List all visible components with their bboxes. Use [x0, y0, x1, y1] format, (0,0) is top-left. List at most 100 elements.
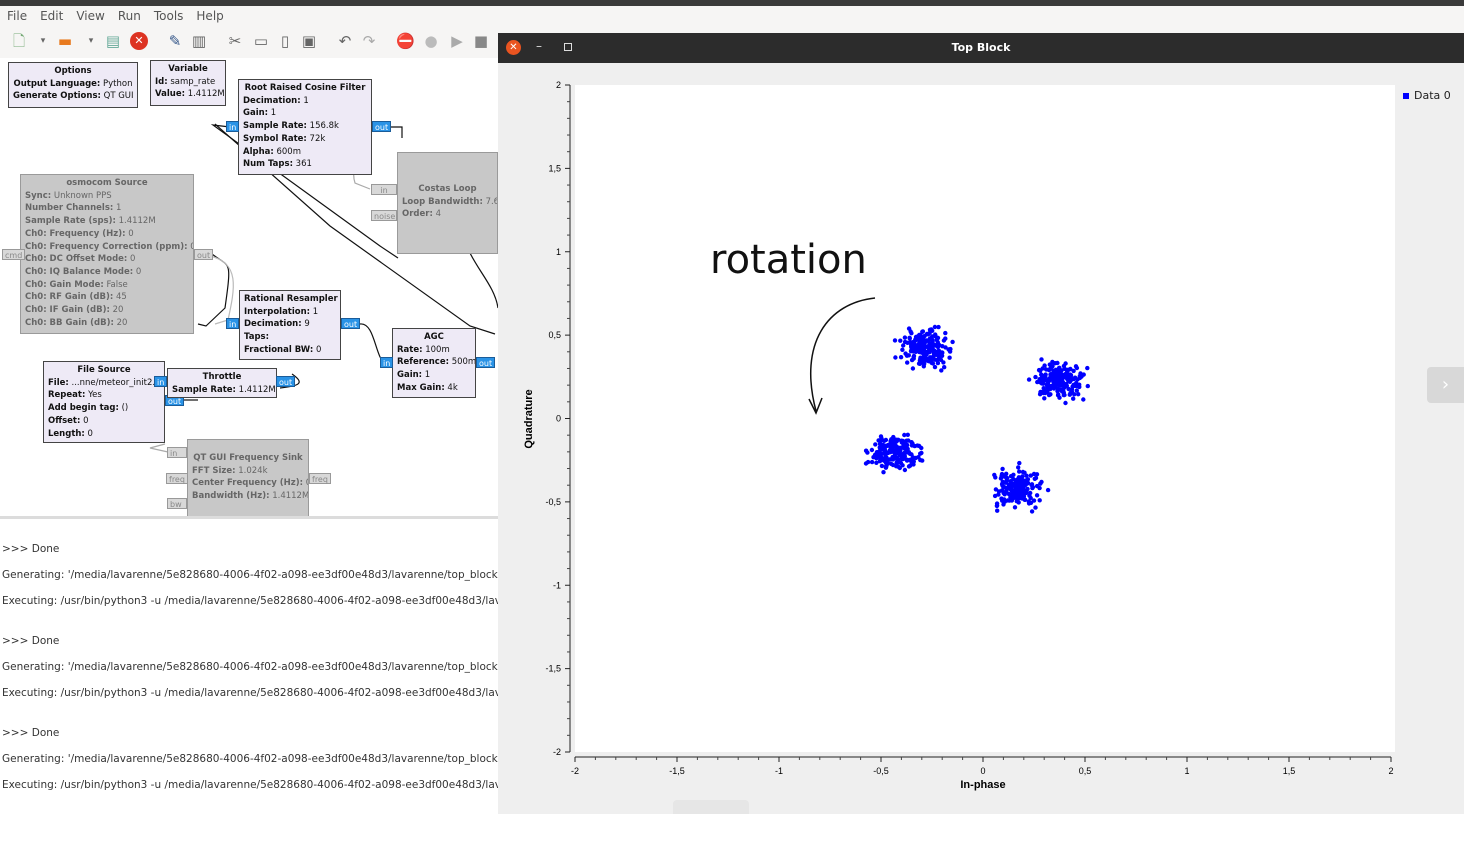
agc-block[interactable]: AGC Rate: 100m Reference: 500m Gain: 1 M…: [392, 328, 476, 398]
console-line: Generating: '/media/lavarenne/5e828680-4…: [2, 753, 498, 765]
osmocom-out-port[interactable]: out: [194, 249, 214, 260]
resampler-in-port[interactable]: in: [226, 318, 240, 329]
menu-tools[interactable]: Tools: [153, 9, 184, 23]
edit-icon[interactable]: ✎: [168, 32, 182, 50]
cut-icon[interactable]: ✂: [228, 32, 242, 50]
rrc-filter-block[interactable]: Root Raised Cosine Filter Decimation: 1 …: [238, 79, 372, 175]
print-icon[interactable]: ▥: [191, 32, 207, 50]
block-title: Rational Resampler: [244, 294, 338, 304]
param-key: Add begin tag:: [48, 403, 119, 414]
kill-icon[interactable]: ■: [473, 32, 489, 50]
osmocom-source-block[interactable]: osmocom Source Sync: Unknown PPS Number …: [20, 174, 194, 334]
menu-edit[interactable]: Edit: [40, 9, 64, 23]
osmocom-cmd-port[interactable]: cmd: [2, 249, 26, 260]
y-axis-label: Quadrature: [523, 389, 535, 448]
freqsink-freq-in-port[interactable]: freq: [166, 473, 188, 484]
throttle-in-port[interactable]: in: [154, 376, 168, 387]
save-icon[interactable]: ▤: [105, 32, 121, 50]
param-key: Bandwidth (Hz):: [192, 491, 270, 502]
throttle-out-port[interactable]: out: [276, 376, 296, 387]
console-log[interactable]: >>> Done Generating: '/media/lavarenne/5…: [0, 519, 498, 819]
param-key: Gain:: [397, 370, 423, 381]
legend-label: Data 0: [1414, 89, 1451, 102]
freq-sink-block[interactable]: QT GUI Frequency Sink FFT Size: 1.024k C…: [187, 439, 309, 516]
data-point: [1075, 377, 1080, 382]
close-file-icon[interactable]: ✕: [130, 32, 148, 50]
data-point: [920, 336, 926, 341]
param-key: FFT Size:: [192, 465, 236, 476]
costas-in-port[interactable]: in: [371, 184, 397, 195]
freqsink-freq-out-port[interactable]: freq: [309, 473, 331, 484]
data-point: [1034, 493, 1040, 498]
bulb-icon[interactable]: ●: [424, 32, 438, 50]
agc-in-port[interactable]: in: [380, 357, 394, 368]
data-point: [876, 453, 881, 458]
copy-icon[interactable]: ▭: [253, 32, 269, 50]
open-dropdown-icon[interactable]: ▾: [88, 36, 94, 46]
file-source-block[interactable]: File Source File: ...nne/meteor_init2.bi…: [43, 361, 165, 443]
rational-resampler-block[interactable]: Rational Resampler Interpolation: 1 Deci…: [239, 290, 341, 360]
new-dropdown-icon[interactable]: ▾: [40, 36, 46, 46]
data-point: [1016, 500, 1021, 505]
rrc-in-port[interactable]: in: [226, 121, 240, 132]
resampler-out-port[interactable]: out: [341, 318, 361, 329]
close-icon[interactable]: ✕: [506, 40, 521, 55]
menu-view[interactable]: View: [76, 9, 105, 23]
pane-divider[interactable]: [0, 516, 498, 519]
param-value: 100m: [425, 344, 450, 355]
open-folder-icon[interactable]: ▬: [57, 32, 73, 50]
new-file-icon[interactable]: 🗋: [12, 32, 26, 50]
data-point: [1017, 460, 1022, 466]
data-point: [993, 487, 999, 492]
delete-icon[interactable]: ▣: [301, 32, 317, 50]
rrc-out-port[interactable]: out: [372, 121, 392, 132]
agc-out-port[interactable]: out: [476, 357, 496, 368]
freqsink-in-port[interactable]: in: [167, 447, 187, 458]
freqsink-bw-port[interactable]: bw: [167, 498, 187, 509]
data-point: [1043, 374, 1048, 379]
menu-file[interactable]: File: [7, 9, 28, 23]
data-point: [1025, 486, 1030, 492]
x-axis-label: In-phase: [960, 779, 1005, 791]
run-icon[interactable]: ▶: [451, 32, 463, 50]
param-value: 600m: [276, 146, 301, 157]
bottom-tab[interactable]: [673, 800, 749, 814]
param-key: Loop Bandwidth:: [402, 196, 483, 207]
minimize-icon[interactable]: –: [536, 39, 542, 53]
param-key: Alpha:: [243, 146, 274, 157]
data-point: [1033, 374, 1038, 380]
data-point: [908, 329, 913, 334]
data-point: [929, 360, 934, 365]
data-point: [1077, 374, 1082, 379]
paste-icon[interactable]: ▯: [280, 32, 290, 50]
maximize-icon[interactable]: [564, 43, 572, 51]
param-value: 361: [295, 159, 312, 170]
data-point: [905, 360, 910, 365]
menu-run[interactable]: Run: [117, 9, 141, 23]
flowgraph-canvas[interactable]: Options Output Language: Python Generate…: [0, 58, 498, 516]
data-point: [1076, 392, 1081, 397]
variable-block[interactable]: Variable Id: samp_rate Value: 1.4112M: [150, 60, 226, 106]
plot-area[interactable]: [575, 85, 1395, 752]
stop-icon[interactable]: ⛔: [396, 32, 415, 50]
throttle-block[interactable]: Throttle Sample Rate: 1.4112M: [167, 368, 277, 398]
data-point: [902, 432, 907, 438]
data-point: [873, 442, 878, 447]
data-point: [927, 348, 932, 353]
data-point: [1026, 377, 1032, 382]
costas-loop-block[interactable]: Costas Loop Loop Bandwidth: 7.6 Order: 4: [397, 152, 498, 254]
undo-icon[interactable]: ↶: [338, 32, 352, 50]
options-block[interactable]: Options Output Language: Python Generate…: [8, 62, 138, 108]
costas-noise-port[interactable]: noise: [371, 210, 397, 221]
param-value: ...nne/meteor_init2.bi: [71, 377, 163, 388]
menu-help[interactable]: Help: [196, 9, 224, 23]
redo-icon[interactable]: ↷: [362, 32, 376, 50]
window-titlebar[interactable]: ✕ – Top Block: [498, 33, 1464, 63]
chevron-right-icon[interactable]: ›: [1427, 367, 1464, 403]
data-point: [950, 339, 955, 345]
param-key: File:: [48, 377, 69, 388]
param-value: 1.024k: [238, 465, 268, 476]
data-point: [1055, 360, 1060, 366]
data-point: [869, 459, 875, 465]
y-tick-label: 1: [556, 247, 561, 257]
